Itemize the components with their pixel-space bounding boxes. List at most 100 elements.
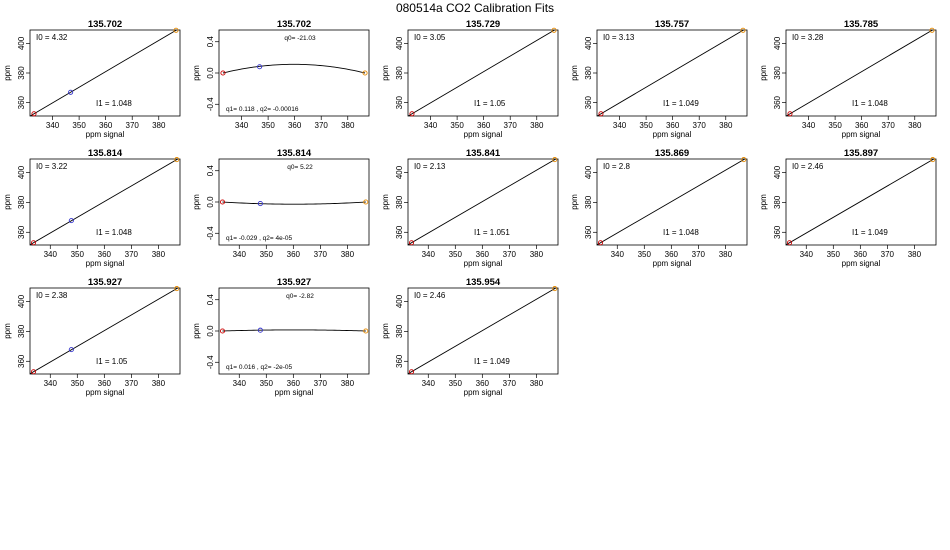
x-tick-label: 360: [477, 121, 491, 130]
data-point: [219, 328, 226, 334]
y-axis-label: ppm: [381, 65, 390, 81]
intercept-annotation: I0 = 2.13: [414, 162, 446, 171]
data-point: [409, 111, 415, 117]
y-tick-label: 0.4: [206, 294, 215, 306]
data-point: [551, 27, 557, 33]
y-tick-label: 360: [17, 95, 26, 109]
y-tick-label: 400: [584, 165, 593, 179]
y-tick-label: 400: [395, 294, 404, 308]
x-axis-label: ppm signal: [86, 130, 125, 139]
x-tick-label: 370: [125, 250, 139, 259]
q1-q2-annotation: q1= -0.029 , q2= 4e-05: [226, 235, 293, 242]
x-axis-label: ppm signal: [464, 130, 503, 139]
panel-title: 135.729: [466, 19, 500, 30]
data-point: [552, 286, 558, 292]
x-tick-label: 380: [341, 379, 355, 388]
plot-frame: [407, 287, 559, 375]
panel-11: 135.927 340 350 360 370 380 360 380 400 ppm signa…: [3, 277, 181, 397]
data-point: [363, 199, 369, 205]
x-tick-label: 350: [449, 379, 463, 388]
x-tick-label: 380: [719, 250, 733, 259]
y-tick-label: 400: [17, 165, 26, 179]
y-tick-label: 0.0: [206, 196, 215, 208]
fit-line: [786, 30, 934, 116]
x-axis-label: ppm signal: [464, 388, 503, 397]
y-axis-label: ppm: [759, 65, 768, 81]
data-point: [174, 286, 180, 292]
fit-line: [30, 288, 179, 374]
fit-line: [30, 30, 178, 116]
data-point: [257, 201, 263, 207]
x-tick-label: 380: [152, 121, 166, 130]
intercept-annotation: I0 = 2.46: [792, 162, 824, 171]
y-tick-label: 380: [395, 66, 404, 80]
x-tick-label: 350: [828, 121, 842, 130]
x-axis-label: ppm signal: [842, 130, 881, 139]
data-point: [787, 111, 793, 117]
panel-title: 135.757: [655, 19, 689, 30]
x-tick-label: 360: [287, 250, 301, 259]
panel-5: 135.785 340 350 360 370 380 360 380 400 ppm signa…: [759, 19, 937, 139]
panel-title: 135.702: [88, 19, 122, 30]
data-point: [68, 347, 74, 353]
x-tick-label: 340: [611, 250, 625, 259]
y-tick-label: 380: [395, 324, 404, 338]
q1-q2-annotation: q1= 0.016 , q2= -2e-05: [226, 364, 293, 371]
x-tick-label: 380: [530, 250, 544, 259]
y-tick-label: -0.4: [206, 97, 215, 111]
y-tick-label: 380: [773, 66, 782, 80]
y-tick-label: 360: [395, 354, 404, 368]
panel-title: 135.869: [655, 148, 689, 159]
x-tick-label: 380: [152, 379, 166, 388]
y-tick-label: 380: [584, 195, 593, 209]
y-tick-label: 0.0: [206, 325, 215, 337]
y-tick-label: 400: [395, 36, 404, 50]
intercept-annotation: I0 = 2.8: [603, 162, 630, 171]
x-tick-label: 340: [233, 250, 247, 259]
q0-annotation: q0= 5.22: [287, 164, 313, 171]
slope-annotation: I1 = 1.05: [96, 357, 128, 366]
fit-line: [408, 30, 556, 116]
panel-9: 135.869 340 350 360 370 380 360 380 400 ppm signa…: [570, 148, 748, 268]
intercept-annotation: I0 = 2.38: [36, 291, 68, 300]
panel-4: 135.757 340 350 360 370 380 360 380 400 ppm signa…: [570, 19, 748, 139]
fit-curve: [222, 201, 366, 205]
y-axis-label: ppm: [381, 194, 390, 210]
data-point: [408, 240, 415, 246]
slope-annotation: I1 = 1.048: [663, 228, 699, 237]
x-tick-label: 370: [125, 379, 139, 388]
x-tick-label: 370: [503, 379, 517, 388]
fit-line: [786, 159, 935, 245]
data-point: [30, 369, 37, 375]
y-tick-label: 360: [395, 225, 404, 239]
x-tick-label: 370: [881, 250, 895, 259]
y-axis-label: ppm: [381, 323, 390, 339]
fit-line: [408, 288, 557, 374]
y-tick-label: 0.4: [206, 165, 215, 177]
x-tick-label: 340: [613, 121, 627, 130]
data-point: [219, 199, 226, 205]
x-tick-label: 350: [450, 121, 464, 130]
x-tick-label: 350: [72, 121, 86, 130]
slope-annotation: I1 = 1.048: [96, 99, 132, 108]
plot-frame: [29, 158, 181, 246]
x-tick-label: 350: [71, 379, 85, 388]
fit-line: [30, 159, 179, 245]
x-tick-label: 370: [504, 121, 518, 130]
x-tick-label: 370: [882, 121, 896, 130]
x-tick-label: 340: [46, 121, 60, 130]
x-tick-label: 360: [666, 121, 680, 130]
x-tick-label: 360: [288, 121, 302, 130]
data-point: [597, 240, 604, 246]
y-tick-label: 380: [17, 66, 26, 80]
y-axis-label: ppm: [192, 194, 201, 210]
slope-annotation: I1 = 1.05: [474, 99, 506, 108]
panel-8: 135.841 340 350 360 370 380 360 380 400 ppm signa…: [381, 148, 559, 268]
slope-annotation: I1 = 1.049: [663, 99, 699, 108]
x-tick-label: 370: [503, 250, 517, 259]
panel-10: 135.897 340 350 360 370 380 360 380 400 ppm signa…: [759, 148, 937, 268]
x-tick-label: 360: [98, 379, 112, 388]
q1-q2-annotation: q1= 0.118 , q2= -0.00016: [226, 106, 299, 113]
fit-line: [408, 159, 557, 245]
data-point: [362, 70, 368, 76]
